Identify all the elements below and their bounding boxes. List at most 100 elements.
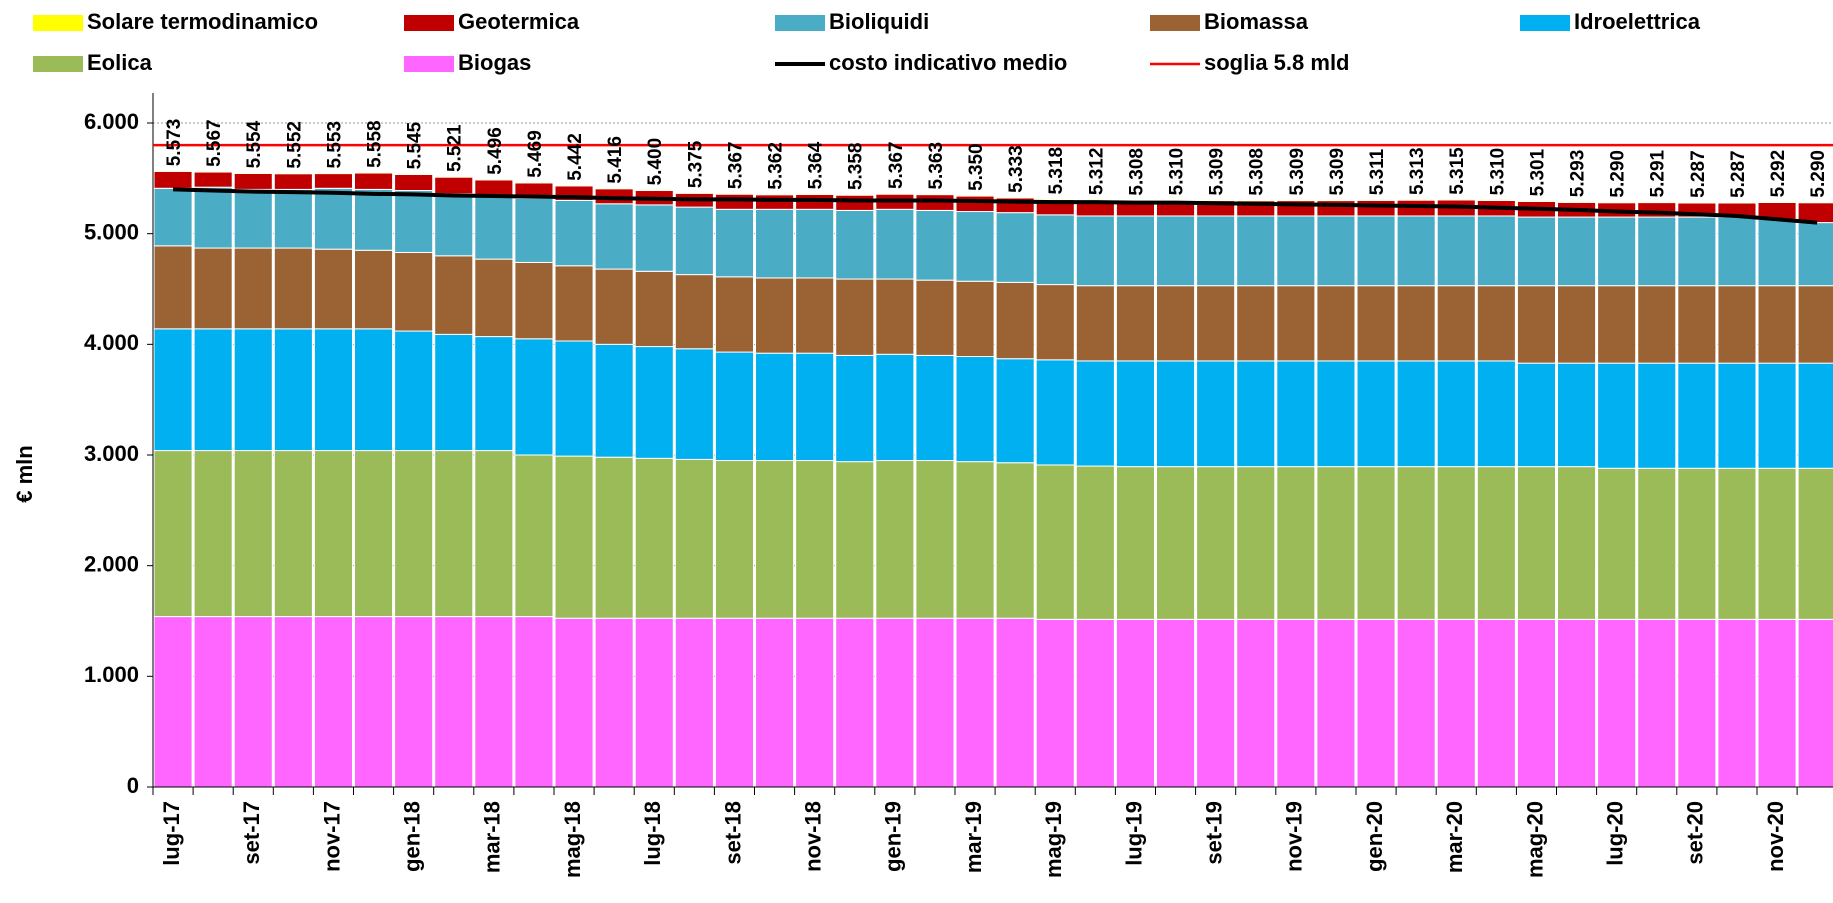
- bar-segment: [714, 192, 755, 195]
- bar-segment: [594, 187, 634, 190]
- bar-segment: [1797, 618, 1833, 788]
- bar-segment: [1797, 201, 1833, 204]
- bar-segment: [354, 616, 394, 788]
- legend-swatch: [404, 56, 454, 72]
- bar-segment: [1236, 466, 1276, 620]
- bar-segment: [1757, 285, 1797, 364]
- bar-segment: [594, 617, 634, 788]
- bar-segment: [394, 190, 434, 253]
- bar-segment: [1075, 285, 1115, 362]
- bar-segment: [1236, 360, 1276, 468]
- legend-label: Biogas: [458, 50, 531, 75]
- total-label: 5.400: [645, 138, 666, 186]
- bar-segment: [714, 351, 755, 462]
- total-label: 5.287: [1688, 150, 1709, 198]
- bar-segment: [434, 193, 474, 257]
- legend-swatch: [33, 56, 83, 72]
- x-tick-label: mar-18: [480, 801, 505, 873]
- legend-label: Solare termodinamico: [87, 9, 318, 34]
- y-tick-label: 2.000: [84, 551, 139, 576]
- x-tick-label: set-18: [720, 801, 745, 865]
- total-label: 5.310: [1487, 148, 1508, 196]
- bar-segment: [1677, 285, 1717, 364]
- bar-segment: [273, 328, 313, 452]
- bar-segment: [354, 172, 394, 190]
- bar-segment: [915, 209, 955, 281]
- bar-segment: [233, 616, 273, 788]
- bar-segment: [1035, 618, 1075, 788]
- bar-segment: [313, 171, 353, 175]
- bar-segment: [554, 455, 594, 619]
- bar-segment: [1436, 618, 1476, 788]
- bar-segment: [674, 191, 714, 194]
- bar-segment: [273, 172, 313, 175]
- bar-segment: [1196, 618, 1236, 788]
- bar-segment: [1236, 215, 1276, 287]
- x-tick-label: lug-20: [1602, 801, 1627, 866]
- bar-segment: [875, 278, 915, 355]
- bar-segment: [1075, 360, 1115, 467]
- bar-segment: [594, 343, 634, 458]
- bar-segment: [1356, 285, 1396, 362]
- bar-segment: [995, 462, 1035, 619]
- bar-segment: [1035, 359, 1075, 466]
- bar-segment: [955, 356, 995, 463]
- bar-segment: [474, 616, 514, 788]
- bar-segment: [835, 193, 875, 196]
- bar-segment: [1196, 466, 1236, 620]
- x-tick-label: nov-17: [319, 801, 344, 872]
- bar-segment: [514, 616, 554, 788]
- total-label: 5.315: [1447, 147, 1468, 195]
- bar-segment: [313, 248, 353, 330]
- total-label: 5.309: [1287, 148, 1308, 196]
- bar-segment: [1476, 285, 1516, 362]
- total-label: 5.290: [1808, 150, 1829, 198]
- bar-segment: [193, 328, 233, 452]
- bar-segment: [554, 265, 594, 342]
- bar-segment: [594, 203, 634, 270]
- legend-label: costo indicativo medio: [829, 50, 1067, 75]
- bar-segment: [955, 461, 995, 619]
- total-label: 5.309: [1327, 148, 1348, 196]
- bar-segment: [1557, 362, 1597, 468]
- bar-segment: [1677, 201, 1717, 204]
- bar-segment: [1677, 467, 1717, 620]
- bar-segment: [1436, 360, 1476, 468]
- bar-segment: [1797, 362, 1833, 469]
- bar-segment: [1436, 215, 1476, 287]
- bar-segment: [1276, 360, 1316, 468]
- x-tick-label: mag-19: [1041, 801, 1066, 878]
- y-tick-label: 1.000: [84, 662, 139, 687]
- bar-segment: [514, 454, 554, 618]
- bar-segment: [1276, 215, 1316, 287]
- total-label: 5.310: [1167, 148, 1188, 196]
- bar-segment: [1035, 197, 1075, 201]
- total-label: 5.293: [1568, 150, 1589, 198]
- bar-segment: [1516, 618, 1557, 788]
- legend-label: Bioliquidi: [829, 9, 929, 34]
- bar-segment: [354, 249, 394, 330]
- x-tick-label: lug-18: [640, 801, 665, 866]
- bar-segment: [474, 336, 514, 452]
- bar-segment: [1236, 618, 1276, 788]
- bar-segment: [153, 170, 193, 189]
- bar-segment: [915, 617, 955, 788]
- bar-segment: [434, 175, 474, 178]
- bar-segment: [1677, 618, 1717, 788]
- legend-swatch: [1150, 15, 1200, 31]
- bar-segment: [193, 450, 233, 618]
- bar-segment: [1797, 467, 1833, 620]
- bar-segment: [955, 211, 995, 282]
- total-label: 5.291: [1648, 149, 1669, 197]
- bar-segment: [554, 199, 594, 267]
- y-tick-label: 6.000: [84, 109, 139, 134]
- bar-segment: [755, 617, 795, 788]
- total-label: 5.313: [1407, 147, 1428, 195]
- bar-segment: [1476, 198, 1516, 201]
- bar-segment: [714, 276, 755, 353]
- total-label: 5.309: [1207, 148, 1228, 196]
- total-label: 5.290: [1608, 150, 1629, 198]
- bar-segment: [1597, 618, 1637, 788]
- bar-segment: [995, 617, 1035, 788]
- bar-segment: [714, 617, 755, 788]
